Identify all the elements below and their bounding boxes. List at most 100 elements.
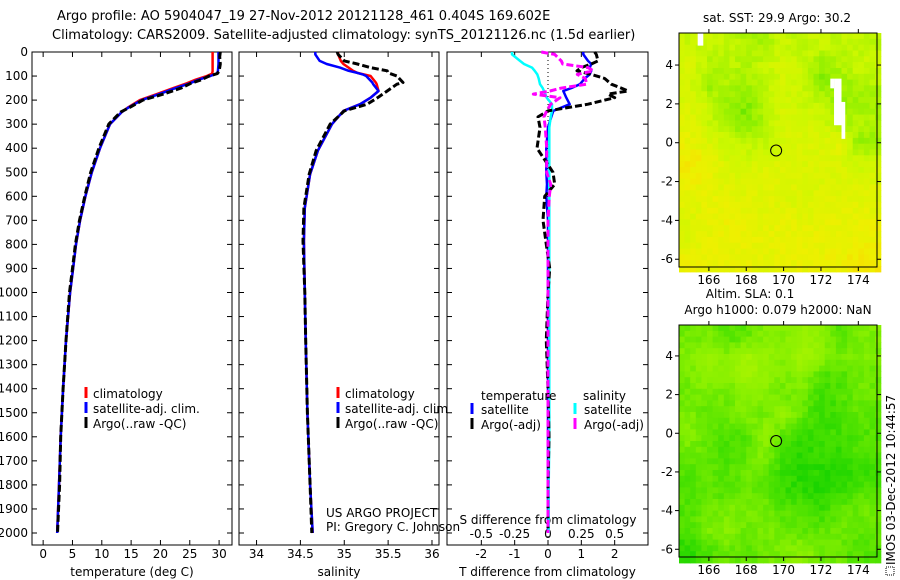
heatmap-cell (835, 254, 843, 261)
heatmap-cell (875, 68, 882, 75)
heatmap-cell (690, 149, 697, 156)
heatmap-cell (774, 231, 781, 238)
heatmap-cell (740, 225, 747, 232)
heatmap-cell (863, 470, 871, 477)
heatmap-cell (852, 33, 859, 40)
heatmap-cell (785, 143, 792, 151)
heatmap-cell (791, 108, 798, 116)
heatmap-cell (802, 167, 809, 174)
heatmap-cell (740, 377, 747, 384)
heatmap-cell (791, 325, 798, 332)
heatmap-cell (679, 108, 686, 116)
heatmap-cell (690, 225, 697, 232)
heatmap-cell (723, 388, 730, 396)
heatmap-cell (690, 73, 697, 81)
heatmap-cell (751, 446, 758, 454)
heatmap-cell (824, 102, 831, 110)
heatmap-cell (690, 184, 697, 191)
heatmap-cell (796, 44, 803, 52)
heatmap-cell (746, 528, 753, 535)
heatmap-cell (791, 522, 798, 529)
heatmap-cell (869, 114, 876, 121)
heatmap-cell (695, 423, 702, 430)
heatmap-cell (875, 325, 882, 332)
heatmap-cell (841, 236, 848, 244)
heatmap-cell (740, 330, 747, 338)
heatmap-cell (779, 190, 787, 197)
heatmap-cell (740, 236, 747, 244)
heatmap-cell (796, 400, 803, 407)
heatmap-cell (807, 231, 815, 238)
heatmap-cell (847, 522, 854, 529)
heatmap-cell (875, 330, 882, 338)
heatmap-cell (869, 231, 876, 238)
heatmap-cell (824, 545, 831, 552)
heatmap-cell (835, 388, 843, 396)
heatmap-cell (701, 470, 708, 477)
heatmap-cell (869, 149, 876, 156)
heatmap-cell (690, 132, 697, 139)
heatmap-cell (869, 528, 876, 535)
heatmap-cell (802, 417, 809, 425)
heatmap-cell (684, 429, 691, 436)
heatmap-cell (768, 551, 775, 558)
heatmap-cell (723, 225, 730, 232)
heatmap-cell (684, 79, 691, 86)
heatmap-cell (852, 400, 859, 407)
heatmap-cell (807, 441, 815, 448)
heatmap-cell (807, 196, 815, 203)
heatmap-cell (791, 365, 798, 372)
heatmap-cell (751, 510, 758, 517)
heatmap-cell (802, 50, 809, 57)
heatmap-cell (869, 522, 876, 529)
heatmap-cell (763, 406, 770, 413)
heatmap-cell (863, 260, 871, 267)
heatmap-cell (807, 354, 815, 361)
heatmap-cell (695, 143, 702, 151)
heatmap-cell (852, 178, 859, 185)
heatmap-cell (723, 79, 730, 86)
heatmap-cell (824, 33, 831, 40)
heatmap-cell (785, 219, 792, 226)
heatmap-cell (757, 516, 764, 523)
y-tick-label: 1600 (0, 430, 28, 444)
heatmap-cell (712, 248, 719, 255)
heatmap-cell (712, 330, 719, 338)
heatmap-cell (735, 388, 742, 396)
heatmap-cell (819, 325, 826, 332)
heatmap-cell (718, 365, 725, 372)
heatmap-cell (740, 464, 747, 471)
heatmap-cell (751, 452, 758, 459)
heatmap-cell (869, 493, 876, 500)
heatmap-cell (763, 371, 770, 378)
heatmap-cell (796, 231, 803, 238)
heatmap-cell (723, 371, 730, 378)
heatmap-cell (802, 504, 809, 512)
heatmap-cell (707, 108, 714, 116)
heatmap-cell (824, 196, 831, 203)
heatmap-cell (763, 33, 770, 40)
heatmap-cell (740, 551, 747, 558)
heatmap-cell (863, 114, 871, 121)
heatmap-cell (774, 528, 781, 535)
heatmap-cell (768, 394, 775, 401)
heatmap-cell (791, 504, 798, 512)
heatmap-cell (718, 417, 725, 425)
heatmap-cell (796, 533, 803, 541)
heatmap-cell (869, 91, 876, 98)
heatmap-cell (824, 470, 831, 477)
heatmap-cell (869, 545, 876, 552)
heatmap-cell (768, 417, 775, 425)
heatmap-cell (690, 557, 697, 564)
heatmap-cell (763, 458, 770, 465)
heatmap-cell (718, 225, 725, 232)
heatmap-cell (746, 417, 753, 425)
heatmap-cell (712, 388, 719, 396)
heatmap-cell (863, 207, 871, 215)
heatmap-cell (824, 464, 831, 471)
heatmap-cell (701, 126, 708, 133)
heatmap-cell (735, 417, 742, 425)
heatmap-cell (712, 44, 719, 52)
heatmap-cell (701, 120, 708, 127)
heatmap-cell (779, 458, 787, 465)
